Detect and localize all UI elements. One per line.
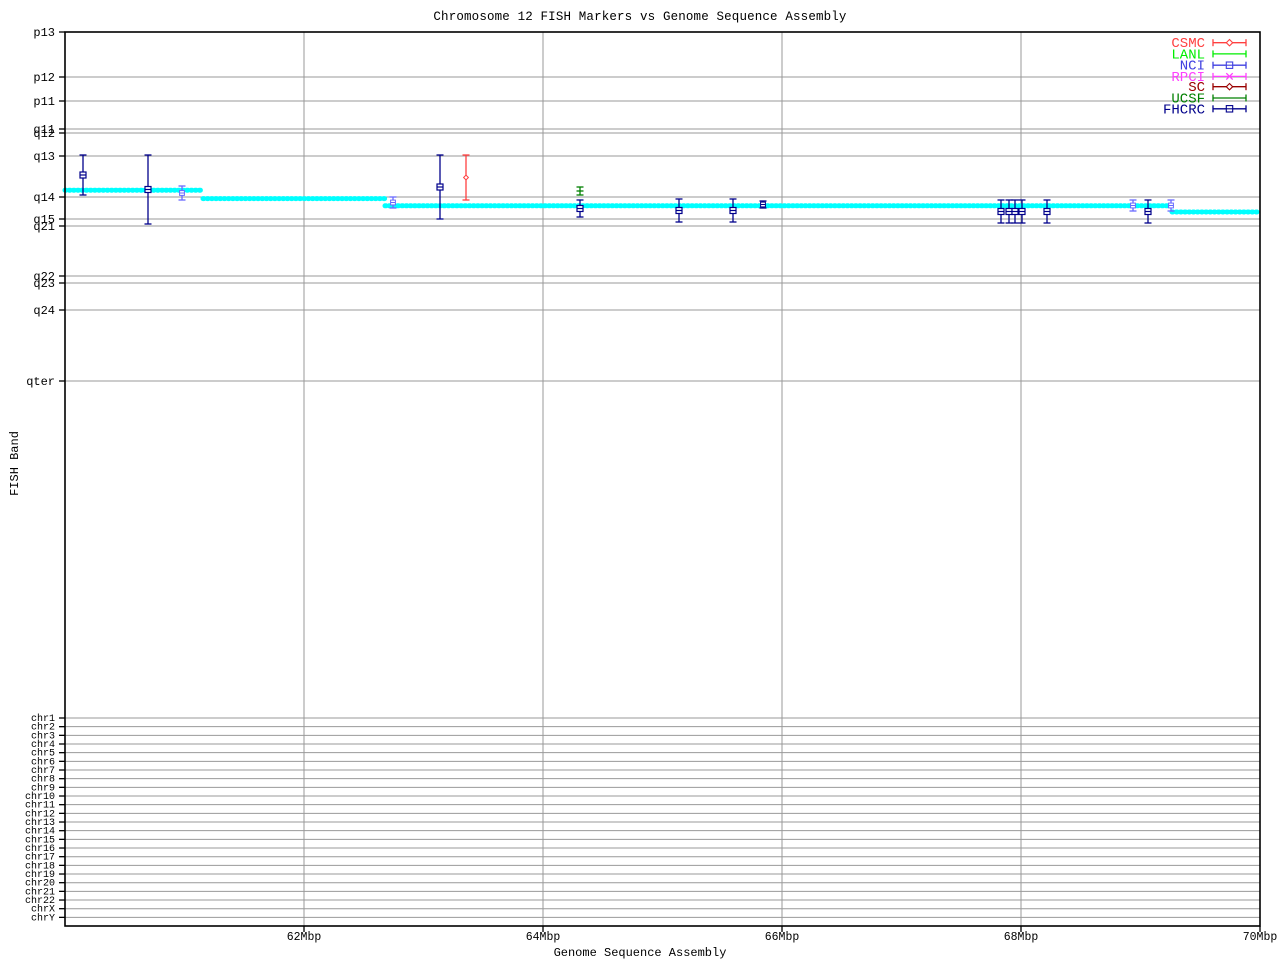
svg-text:p11: p11 bbox=[33, 95, 55, 109]
svg-text:62Mbp: 62Mbp bbox=[287, 931, 322, 944]
svg-text:70Mbp: 70Mbp bbox=[1243, 931, 1278, 944]
svg-text:66Mbp: 66Mbp bbox=[765, 931, 800, 944]
svg-text:q14: q14 bbox=[33, 191, 55, 205]
svg-text:qter: qter bbox=[26, 375, 55, 389]
svg-text:p13: p13 bbox=[33, 26, 55, 40]
svg-text:q23: q23 bbox=[33, 277, 55, 291]
svg-text:q24: q24 bbox=[33, 304, 55, 318]
svg-text:chrY: chrY bbox=[31, 912, 55, 924]
svg-text:q13: q13 bbox=[33, 150, 55, 164]
svg-text:FHCRC: FHCRC bbox=[1163, 102, 1205, 118]
svg-text:q12: q12 bbox=[33, 127, 55, 141]
svg-text:q21: q21 bbox=[33, 220, 55, 234]
svg-text:64Mbp: 64Mbp bbox=[526, 931, 561, 944]
svg-text:68Mbp: 68Mbp bbox=[1004, 931, 1039, 944]
svg-text:p12: p12 bbox=[33, 71, 55, 85]
